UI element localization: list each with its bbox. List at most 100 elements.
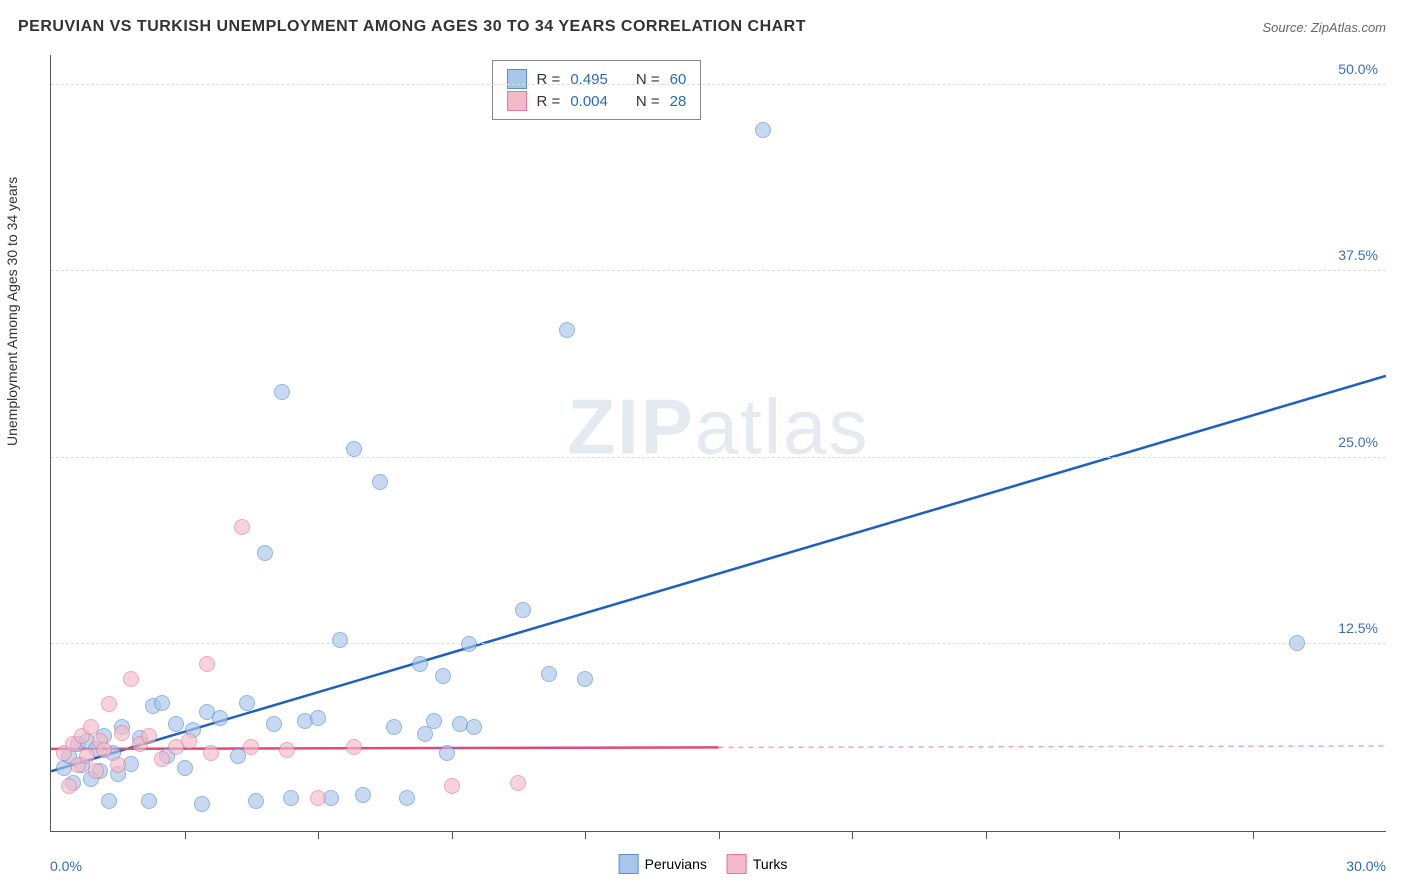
scatter-point [101,696,117,712]
scatter-point [310,790,326,806]
swatch-turks [507,91,527,111]
scatter-point [88,763,104,779]
r-label: R = [537,93,561,110]
xtick [986,831,987,839]
legend-label-peruvians: Peruvians [645,856,707,872]
scatter-point [515,602,531,618]
xtick [318,831,319,839]
scatter-point [559,322,575,338]
swatch-turks-bottom [727,854,747,874]
scatter-point [355,787,371,803]
scatter-point [283,790,299,806]
ytick-label: 12.5% [1338,620,1378,636]
x-axis-min-label: 0.0% [50,858,82,874]
scatter-point [83,719,99,735]
scatter-point [399,790,415,806]
scatter-point [141,728,157,744]
scatter-point [79,748,95,764]
xtick [852,831,853,839]
scatter-point [310,710,326,726]
plot-area: ZIPatlas R = 0.495 N = 60 R = 0.004 N = … [50,55,1386,832]
n-label: N = [636,71,660,88]
swatch-peruvians [507,69,527,89]
gridline-h [51,270,1386,271]
watermark: ZIPatlas [567,382,869,473]
scatter-point [239,695,255,711]
swatch-peruvians-bottom [619,854,639,874]
scatter-point [412,656,428,672]
gridline-h [51,457,1386,458]
gridline-h [51,643,1386,644]
x-axis-max-label: 30.0% [1346,858,1386,874]
r-value-peruvians: 0.495 [570,71,608,88]
n-value-peruvians: 60 [670,71,687,88]
scatter-point [346,739,362,755]
scatter-point [461,636,477,652]
scatter-point [154,695,170,711]
legend-series: Peruvians Turks [619,854,788,874]
scatter-point [435,668,451,684]
xtick [719,831,720,839]
scatter-point [279,742,295,758]
scatter-point [372,474,388,490]
trend-lines-svg [51,55,1386,831]
scatter-point [110,757,126,773]
legend-row-peruvians: R = 0.495 N = 60 [507,69,687,89]
legend-row-turks: R = 0.004 N = 28 [507,91,687,111]
legend-label-turks: Turks [753,856,787,872]
scatter-point [266,716,282,732]
xtick [452,831,453,839]
scatter-point [439,745,455,761]
scatter-point [203,745,219,761]
scatter-point [199,656,215,672]
scatter-point [510,775,526,791]
legend-item-turks: Turks [727,854,787,874]
ytick-label: 50.0% [1338,61,1378,77]
chart-title: PERUVIAN VS TURKISH UNEMPLOYMENT AMONG A… [18,18,806,36]
xtick [185,831,186,839]
xtick [1119,831,1120,839]
scatter-point [346,441,362,457]
scatter-point [177,760,193,776]
scatter-point [417,726,433,742]
xtick [585,831,586,839]
scatter-point [466,719,482,735]
gridline-h [51,84,1386,85]
scatter-point [114,725,130,741]
legend-correlation-box: R = 0.495 N = 60 R = 0.004 N = 28 [492,60,702,120]
scatter-point [444,778,460,794]
scatter-point [577,671,593,687]
scatter-point [541,666,557,682]
scatter-point [274,384,290,400]
scatter-point [248,793,264,809]
scatter-point [123,671,139,687]
ytick-label: 37.5% [1338,247,1378,263]
scatter-point [61,778,77,794]
r-value-turks: 0.004 [570,93,608,110]
scatter-point [194,796,210,812]
scatter-point [234,519,250,535]
scatter-point [212,710,228,726]
y-axis-label: Unemployment Among Ages 30 to 34 years [4,177,20,446]
n-label: N = [636,93,660,110]
r-label: R = [537,71,561,88]
xtick [1253,831,1254,839]
legend-item-peruvians: Peruvians [619,854,707,874]
scatter-point [181,733,197,749]
ytick-label: 25.0% [1338,434,1378,450]
scatter-point [168,716,184,732]
scatter-point [141,793,157,809]
scatter-point [386,719,402,735]
chart-container: PERUVIAN VS TURKISH UNEMPLOYMENT AMONG A… [0,0,1406,892]
scatter-point [755,122,771,138]
scatter-point [426,713,442,729]
scatter-point [154,751,170,767]
scatter-point [257,545,273,561]
scatter-point [1289,635,1305,651]
scatter-point [96,742,112,758]
source-attribution: Source: ZipAtlas.com [1262,20,1386,35]
scatter-point [101,793,117,809]
scatter-point [332,632,348,648]
n-value-turks: 28 [670,93,687,110]
scatter-point [243,739,259,755]
